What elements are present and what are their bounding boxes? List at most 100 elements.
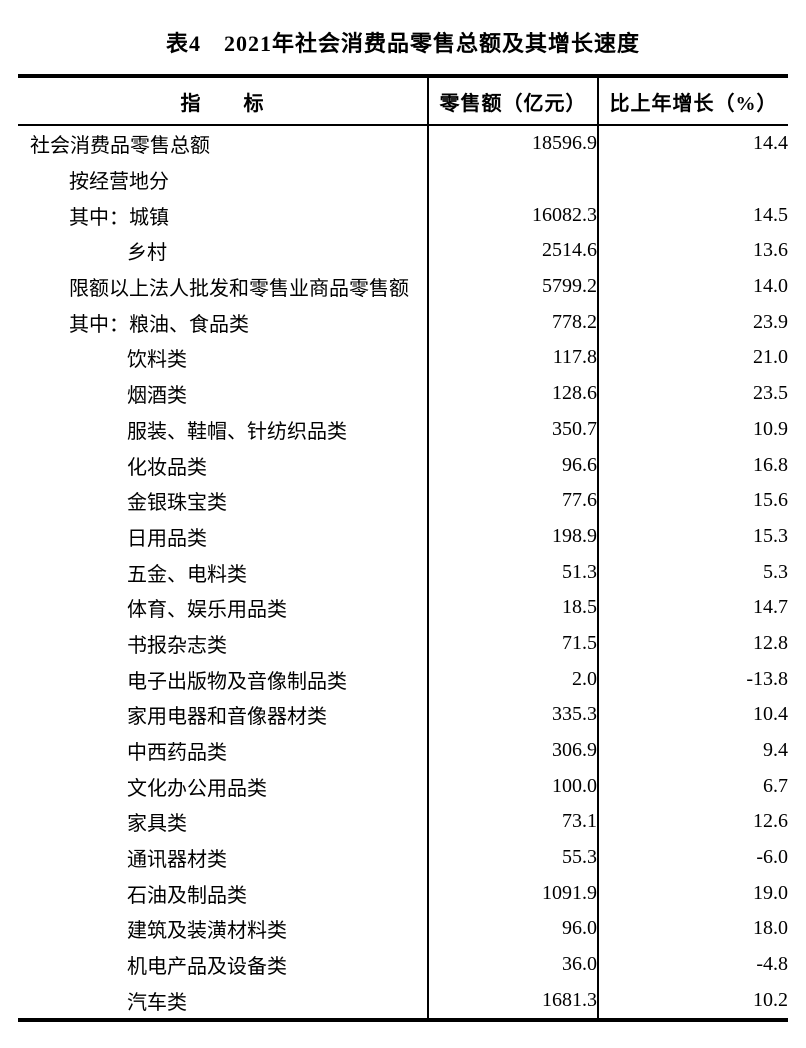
indicator-cell: 五金、电料类 xyxy=(127,563,247,586)
growth-value-cell: 13.6 xyxy=(597,233,788,269)
table-row: 日用品类 198.9 15.3 xyxy=(18,518,788,555)
retail-value-cell: 77.6 xyxy=(427,482,598,519)
table-row: 限额以上法人批发和零售业商品零售额 5799.2 14.0 xyxy=(18,268,788,305)
table-row: 烟酒类 128.6 23.5 xyxy=(18,375,788,412)
indicator-cell: 其中：城镇 xyxy=(69,206,169,229)
table-row: 五金、电料类 51.3 5.3 xyxy=(18,554,788,590)
indicator-cell: 烟酒类 xyxy=(127,385,187,408)
growth-value-cell: 18.0 xyxy=(597,911,788,947)
table-body: 社会消费品零售总额 18596.9 14.4 按经营地分 其中：城镇 16082.3 14.… xyxy=(18,125,788,1021)
retail-value-cell: 1681.3 xyxy=(427,982,598,1021)
indicator-cell: 乡村 xyxy=(127,242,167,265)
indicator-cell: 按经营地分 xyxy=(69,171,169,194)
retail-value-cell: 306.9 xyxy=(427,732,598,769)
indicator-cell: 家用电器和音像器材类 xyxy=(127,706,327,729)
growth-value-cell: 15.3 xyxy=(597,518,788,555)
indicator-cell: 中西药品类 xyxy=(127,742,227,765)
indicator-cell: 日用品类 xyxy=(127,527,207,550)
indicator-cell: 社会消费品零售总额 xyxy=(30,135,210,158)
retail-value-cell: 128.6 xyxy=(427,375,598,412)
indicator-cell: 文化办公用品类 xyxy=(127,777,267,800)
retail-value-cell: 2.0 xyxy=(427,661,598,697)
retail-value-cell: 71.5 xyxy=(427,625,598,662)
growth-value-cell: -4.8 xyxy=(597,946,788,983)
growth-value-cell: 12.6 xyxy=(597,804,788,840)
table-row: 化妆品类 96.6 16.8 xyxy=(18,447,788,483)
indicator-cell: 建筑及装潢材料类 xyxy=(127,920,287,943)
retail-value-cell: 73.1 xyxy=(427,804,598,840)
table-row: 家用电器和音像器材类 335.3 10.4 xyxy=(18,697,788,733)
growth-value-cell: 12.8 xyxy=(597,625,788,662)
retail-value-cell: 36.0 xyxy=(427,946,598,983)
header-row: 指 标 零售额（亿元） 比上年增长（%） xyxy=(18,76,788,126)
retail-value-cell: 96.0 xyxy=(427,911,598,947)
indicator-cell: 其中：粮油、食品类 xyxy=(69,313,249,336)
indicator-cell: 限额以上法人批发和零售业商品零售额 xyxy=(69,278,409,301)
retail-value-cell: 778.2 xyxy=(427,304,598,341)
retail-value-cell: 350.7 xyxy=(427,411,598,448)
col-header-growth: 比上年增长（%） xyxy=(597,76,788,126)
indicator-cell: 家具类 xyxy=(127,813,187,836)
retail-value-cell: 1091.9 xyxy=(427,875,598,912)
table-row: 其中：粮油、食品类 778.2 23.9 xyxy=(18,304,788,341)
growth-value-cell xyxy=(597,161,788,198)
retail-value-cell: 5799.2 xyxy=(427,268,598,305)
table-row: 其中：城镇 16082.3 14.5 xyxy=(18,197,788,234)
table-row: 饮料类 117.8 21.0 xyxy=(18,340,788,376)
col-header-indicator: 指 标 xyxy=(18,76,428,126)
table-row: 石油及制品类 1091.9 19.0 xyxy=(18,875,788,912)
retail-value-cell: 51.3 xyxy=(427,554,598,590)
growth-value-cell: 16.8 xyxy=(597,447,788,483)
retail-value-cell: 198.9 xyxy=(427,518,598,555)
table-row: 按经营地分 xyxy=(18,161,788,198)
retail-value-cell: 18.5 xyxy=(427,589,598,626)
table-row: 机电产品及设备类 36.0 -4.8 xyxy=(18,946,788,983)
table-row: 通讯器材类 55.3 -6.0 xyxy=(18,839,788,876)
growth-value-cell: 14.5 xyxy=(597,197,788,234)
growth-value-cell: 23.5 xyxy=(597,375,788,412)
indicator-cell: 服装、鞋帽、针纺织品类 xyxy=(127,420,347,443)
table-row: 服装、鞋帽、针纺织品类 350.7 10.9 xyxy=(18,411,788,448)
growth-value-cell: 10.4 xyxy=(597,697,788,733)
growth-value-cell: 10.9 xyxy=(597,411,788,448)
table-row: 中西药品类 306.9 9.4 xyxy=(18,732,788,769)
retail-value-cell: 335.3 xyxy=(427,697,598,733)
growth-value-cell: 10.2 xyxy=(597,982,788,1021)
retail-value-cell: 117.8 xyxy=(427,340,598,376)
growth-value-cell: 14.0 xyxy=(597,268,788,305)
col-header-retail: 零售额（亿元） xyxy=(427,76,598,126)
growth-value-cell: 5.3 xyxy=(597,554,788,590)
indicator-cell: 机电产品及设备类 xyxy=(127,956,287,979)
growth-value-cell: 21.0 xyxy=(597,340,788,376)
indicator-cell: 汽车类 xyxy=(127,991,187,1014)
table-row: 金银珠宝类 77.6 15.6 xyxy=(18,482,788,519)
growth-value-cell: 6.7 xyxy=(597,768,788,805)
table-row: 家具类 73.1 12.6 xyxy=(18,804,788,840)
table-row: 汽车类 1681.3 10.2 xyxy=(18,982,788,1021)
growth-value-cell: 15.6 xyxy=(597,482,788,519)
indicator-cell: 书报杂志类 xyxy=(127,634,227,657)
indicator-cell: 电子出版物及音像制品类 xyxy=(127,670,347,693)
retail-value-cell: 96.6 xyxy=(427,447,598,483)
table-row: 社会消费品零售总额 18596.9 14.4 xyxy=(18,125,788,162)
indicator-cell: 化妆品类 xyxy=(127,456,207,479)
table-row: 文化办公用品类 100.0 6.7 xyxy=(18,768,788,805)
table-row: 电子出版物及音像制品类 2.0 -13.8 xyxy=(18,661,788,697)
page-title: 表4 2021年社会消费品零售总额及其增长速度 xyxy=(165,31,640,56)
indicator-cell: 通讯器材类 xyxy=(127,849,227,872)
growth-value-cell: 19.0 xyxy=(597,875,788,912)
retail-value-cell: 55.3 xyxy=(427,839,598,876)
indicator-cell: 金银珠宝类 xyxy=(127,492,227,515)
table-row: 乡村 2514.6 13.6 xyxy=(18,233,788,269)
indicator-cell: 石油及制品类 xyxy=(127,884,247,907)
indicator-cell: 饮料类 xyxy=(127,349,187,372)
retail-value-cell: 16082.3 xyxy=(427,197,598,234)
retail-value-cell: 2514.6 xyxy=(427,233,598,269)
growth-value-cell: 14.4 xyxy=(597,125,788,162)
growth-value-cell: -13.8 xyxy=(597,661,788,697)
retail-value-cell: 100.0 xyxy=(427,768,598,805)
retail-sales-table: 指 标 零售额（亿元） 比上年增长（%） 社会消费品零售总额 18596.9 14.… xyxy=(18,74,788,1023)
table-row: 书报杂志类 71.5 12.8 xyxy=(18,625,788,662)
retail-value-cell xyxy=(427,161,598,198)
